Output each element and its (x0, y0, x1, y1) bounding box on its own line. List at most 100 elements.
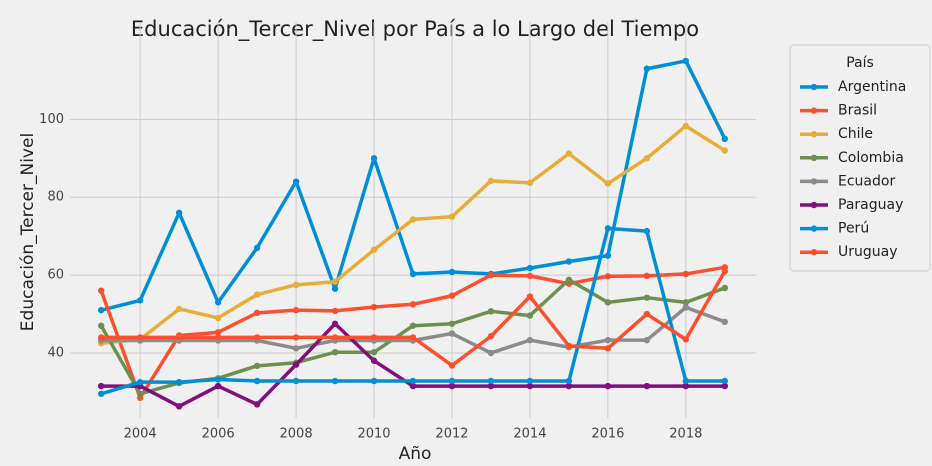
point (487, 271, 495, 279)
point (253, 244, 261, 252)
series-line (101, 270, 727, 368)
point (526, 312, 534, 319)
point (370, 246, 378, 253)
point (487, 377, 495, 385)
point (331, 285, 339, 292)
point (331, 278, 339, 285)
point (214, 382, 222, 390)
point (565, 276, 573, 283)
point (526, 382, 534, 390)
x-tick-label: 2016 (591, 427, 624, 442)
point (448, 292, 456, 299)
legend-label: Perú (838, 221, 869, 237)
point (175, 209, 183, 216)
point (97, 287, 105, 294)
point (97, 306, 105, 314)
point (370, 377, 378, 385)
point (721, 377, 729, 385)
point (175, 334, 183, 341)
legend-label: Paraguay (838, 197, 903, 213)
point (214, 376, 222, 383)
chart-title: Educación_Tercer_Nivel por País a lo Lar… (131, 17, 699, 42)
legend-marker (810, 178, 818, 185)
point (214, 314, 222, 322)
point (721, 382, 729, 390)
point (643, 310, 651, 318)
point (643, 272, 651, 280)
point (448, 320, 456, 327)
point (604, 225, 612, 232)
point (136, 378, 144, 386)
point (643, 155, 651, 162)
point (643, 65, 651, 72)
point (331, 377, 339, 385)
point (526, 336, 534, 344)
point (721, 318, 729, 326)
legend-label: Uruguay (838, 244, 898, 260)
point (448, 330, 456, 337)
point (292, 361, 300, 368)
point (370, 357, 378, 364)
point (565, 342, 573, 350)
point (214, 329, 222, 336)
point (604, 180, 612, 187)
point (682, 336, 690, 343)
point (136, 297, 144, 304)
legend-marker (810, 131, 818, 138)
legend-title: País (846, 55, 874, 71)
point (175, 305, 183, 313)
point (370, 348, 378, 356)
x-tick-label: 2004 (124, 427, 157, 442)
point (331, 320, 339, 327)
point (370, 334, 378, 341)
point (253, 309, 261, 317)
point (604, 336, 612, 344)
point (331, 348, 339, 356)
point (331, 307, 339, 315)
point (643, 336, 651, 344)
point (721, 147, 729, 154)
point (682, 377, 690, 385)
point (448, 213, 456, 220)
x-tick-label: 2010 (357, 427, 390, 442)
point (292, 281, 300, 289)
point (253, 334, 261, 341)
point (721, 284, 729, 292)
point (253, 377, 261, 385)
point (409, 334, 417, 341)
point (175, 378, 183, 386)
point (604, 382, 612, 390)
point (409, 322, 417, 329)
point (487, 349, 495, 357)
point (565, 258, 573, 265)
point (448, 362, 456, 369)
point (214, 334, 222, 341)
point (682, 304, 690, 311)
point (604, 345, 612, 352)
x-tick-label: 2006 (202, 427, 235, 442)
x-tick-label: 2012 (435, 427, 468, 442)
point (253, 291, 261, 298)
point (721, 135, 729, 143)
point (526, 264, 534, 272)
legend-label: Brasil (838, 103, 877, 119)
point (292, 334, 300, 341)
y-tick-label: 40 (47, 345, 64, 360)
point (643, 294, 651, 301)
point (214, 299, 222, 306)
legend-label: Argentina (838, 79, 906, 95)
legend-label: Chile (838, 126, 873, 142)
point (682, 299, 690, 306)
point (487, 382, 495, 390)
x-axis-label: Año (399, 444, 432, 464)
point (97, 322, 105, 329)
y-tick-label: 80 (47, 190, 64, 205)
x-tick-label: 2018 (669, 427, 702, 442)
point (643, 227, 651, 235)
point (487, 177, 495, 185)
point (565, 377, 573, 385)
point (292, 306, 300, 314)
point (292, 178, 300, 185)
legend-marker (810, 201, 818, 209)
